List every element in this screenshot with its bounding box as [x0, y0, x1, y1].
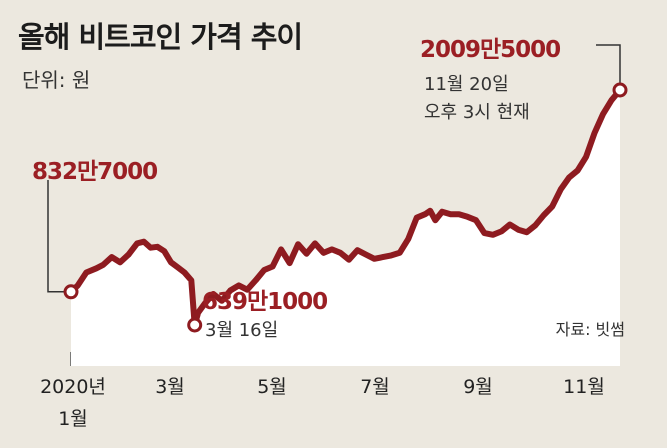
end-leader-line: [596, 44, 621, 84]
chart-title: 올해 비트코인 가격 추이: [18, 20, 303, 54]
end-date-label: 11월 20일: [424, 74, 509, 95]
x-tick-label-nov: 11월: [563, 376, 605, 398]
x-tick-label-jul: 7월: [360, 376, 390, 398]
low-value-label: 639만1000: [202, 289, 328, 315]
start-value-label: 832만7000: [32, 159, 158, 185]
unit-label: 단위: 원: [22, 68, 91, 92]
x-tick-label-jan: 1월: [58, 408, 88, 430]
price-area: [71, 90, 620, 366]
source-label: 자료: 빗썸: [555, 320, 625, 339]
x-tick-label-year: 2020년: [40, 376, 106, 398]
end-marker: [612, 82, 628, 98]
start-leader-line: [47, 180, 65, 293]
low-date-label: 3월 16일: [205, 320, 279, 341]
x-tick-label-may: 5월: [257, 376, 287, 398]
end-time-label: 오후 3시 현재: [424, 102, 530, 123]
low-marker: [187, 317, 203, 333]
x-tick-label-mar: 3월: [155, 376, 185, 398]
start-marker: [63, 284, 79, 300]
x-tick-label-sep: 9월: [463, 376, 493, 398]
price-line: [68, 87, 623, 328]
end-value-label: 2009만5000: [420, 37, 561, 63]
